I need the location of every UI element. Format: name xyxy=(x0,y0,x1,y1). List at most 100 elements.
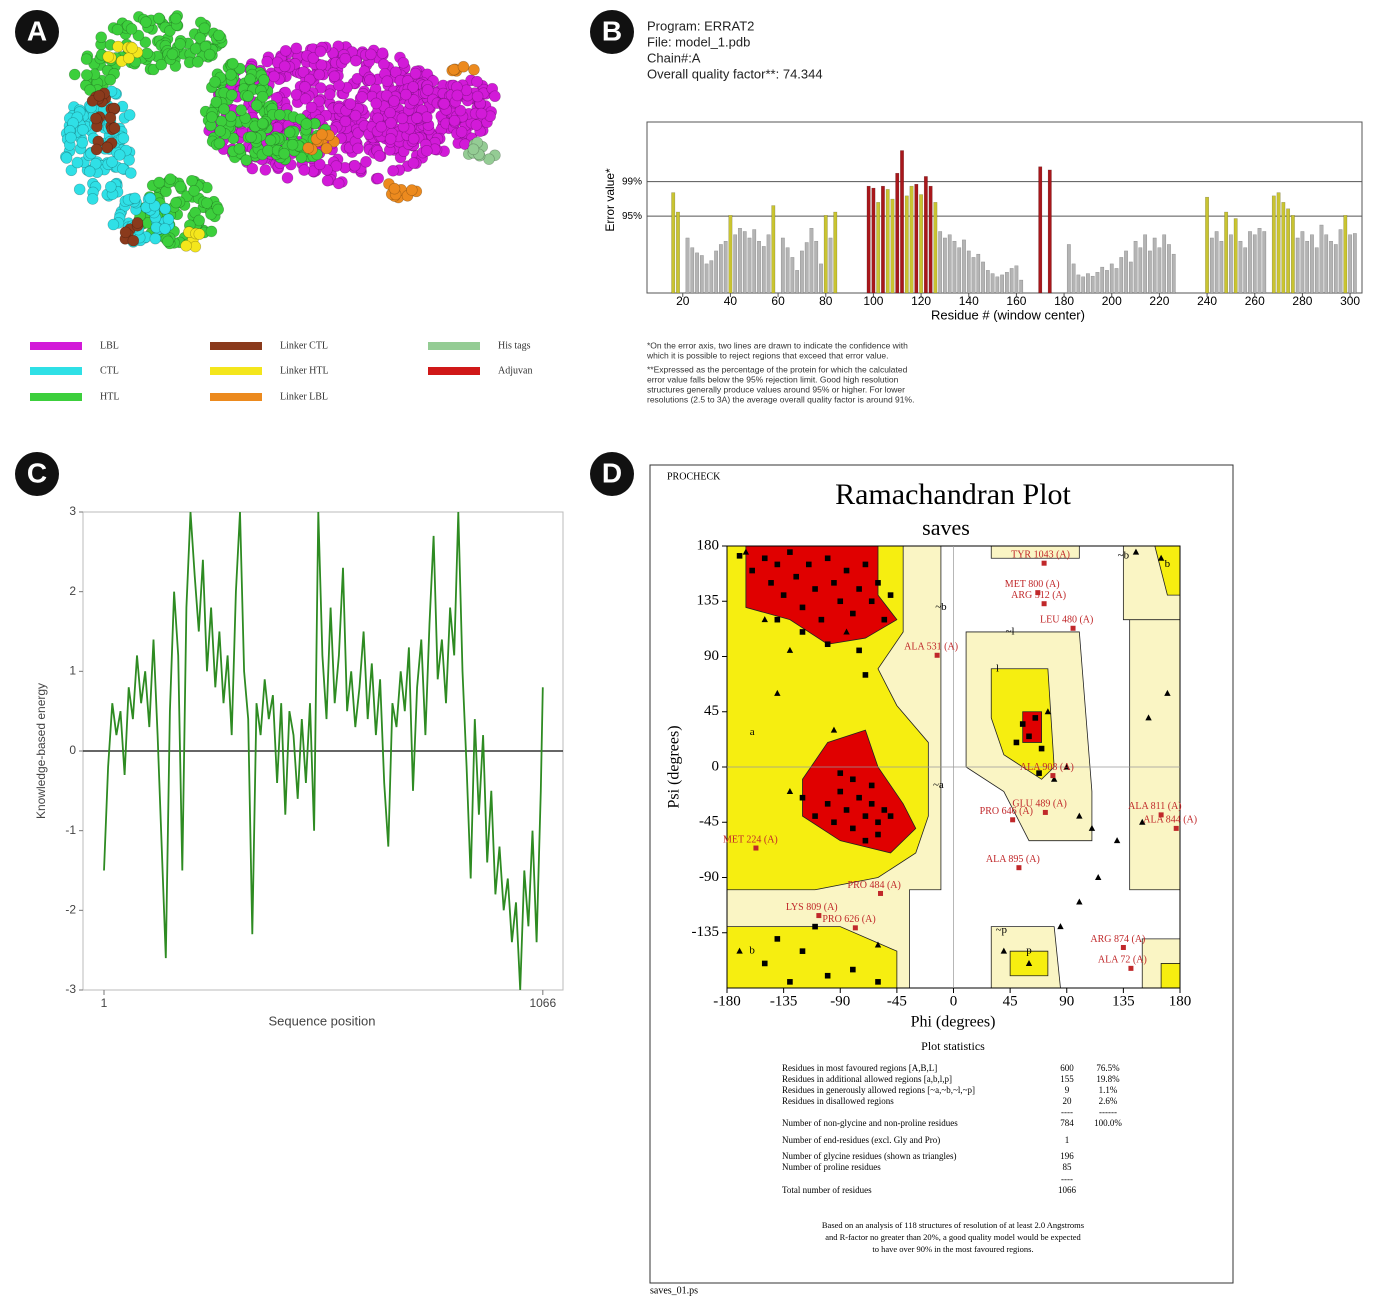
bar xyxy=(1048,170,1051,293)
stats-label: Residues in additional allowed regions [… xyxy=(782,1074,952,1084)
figure: LBLCTLHTLLinker CTLLinker HTLLinker LBLH… xyxy=(0,0,1373,1297)
bar xyxy=(834,212,837,293)
y-tick-label: 99% xyxy=(622,176,642,187)
bar xyxy=(1120,257,1123,293)
x-tick-label: -90 xyxy=(830,993,850,1009)
panel-label: C xyxy=(27,457,47,488)
atom xyxy=(244,74,255,85)
atom xyxy=(471,119,482,130)
y-axis-label: Error value* xyxy=(603,168,617,232)
bar xyxy=(1348,235,1351,293)
atom xyxy=(120,227,131,238)
residue-point xyxy=(863,813,869,819)
bar xyxy=(1081,277,1084,293)
bar xyxy=(786,248,789,293)
atom xyxy=(340,116,351,127)
residue-point xyxy=(837,770,843,776)
atom xyxy=(114,149,125,160)
atom xyxy=(352,143,363,154)
bar xyxy=(1234,219,1237,293)
atom xyxy=(94,90,105,101)
outlier-label: MET 800 (A) xyxy=(1005,579,1060,590)
bar xyxy=(1039,167,1042,293)
outlier-point xyxy=(753,846,758,851)
atom xyxy=(489,91,500,102)
outlier-point xyxy=(878,891,883,896)
residue-point xyxy=(762,961,768,967)
atom xyxy=(340,53,351,64)
stats-label: Residues in generously allowed regions [… xyxy=(782,1085,975,1095)
atom xyxy=(74,184,85,195)
outlier-label: MET 224 (A) xyxy=(723,834,778,845)
bar xyxy=(1258,228,1261,293)
atom xyxy=(406,185,417,196)
atom xyxy=(468,64,479,75)
legend-label: Linker CTL xyxy=(280,340,328,351)
atom xyxy=(246,131,257,142)
bar xyxy=(1167,244,1170,293)
bar xyxy=(700,255,703,293)
atom xyxy=(374,150,385,161)
outlier-label: LYS 809 (A) xyxy=(786,902,838,913)
outlier-point xyxy=(1128,966,1133,971)
bar xyxy=(1129,262,1132,293)
atom xyxy=(123,53,134,64)
x-tick-label: 45 xyxy=(1003,993,1018,1009)
legend-label: Linker LBL xyxy=(280,391,328,402)
atom xyxy=(398,57,409,68)
atom xyxy=(371,98,382,109)
stats-percent: 1.1% xyxy=(1099,1085,1118,1095)
y-tick-label: 95% xyxy=(622,211,642,222)
bar xyxy=(1339,230,1342,293)
atom xyxy=(186,175,197,186)
atom xyxy=(301,118,312,129)
atom xyxy=(321,143,332,154)
atom xyxy=(400,89,411,100)
stats-count: 155 xyxy=(1060,1074,1074,1084)
atom xyxy=(87,193,98,204)
atom xyxy=(204,49,215,60)
residue-point xyxy=(800,795,806,801)
bar xyxy=(953,241,956,293)
outlier-point xyxy=(1016,865,1021,870)
y-tick-label: 135 xyxy=(697,593,720,609)
x-tick-label: 200 xyxy=(1102,294,1122,308)
stats-count: 1 xyxy=(1065,1135,1070,1145)
bar xyxy=(781,238,784,293)
x-tick-label: 180 xyxy=(1054,294,1074,308)
atom xyxy=(408,158,419,169)
atom xyxy=(373,173,384,184)
header-line: Program: ERRAT2 xyxy=(647,18,754,33)
bar xyxy=(1134,241,1137,293)
bar xyxy=(1105,270,1108,293)
residue-point xyxy=(869,598,875,604)
residue-point xyxy=(775,617,781,623)
bar xyxy=(1344,215,1347,293)
residue-point xyxy=(825,801,831,807)
residue-point xyxy=(850,611,856,617)
bar xyxy=(695,253,698,293)
bar xyxy=(767,235,770,293)
atom xyxy=(411,113,422,124)
residue-point xyxy=(812,813,818,819)
atom xyxy=(385,133,396,144)
atom xyxy=(260,164,271,175)
residue-point xyxy=(863,672,869,678)
outlier-label: GLU 489 (A) xyxy=(1012,799,1066,810)
x-tick-label: 120 xyxy=(911,294,931,308)
residue-point xyxy=(837,598,843,604)
atom xyxy=(84,166,95,177)
bar xyxy=(733,235,736,293)
atom xyxy=(170,13,181,24)
atom xyxy=(175,38,186,49)
atom xyxy=(69,69,80,80)
stats-label: Number of glycine residues (shown as tri… xyxy=(782,1151,956,1161)
footnote: error value falls below the 95% rejectio… xyxy=(647,374,899,384)
outlier-point xyxy=(1043,810,1048,815)
x-tick-label: 40 xyxy=(724,294,738,308)
atom xyxy=(160,203,171,214)
atom xyxy=(81,69,92,80)
atom xyxy=(315,46,326,57)
bar xyxy=(1153,238,1156,293)
y-tick-label: -45 xyxy=(699,814,719,830)
